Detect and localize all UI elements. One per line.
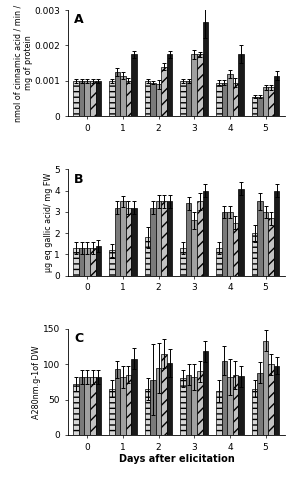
Bar [222,212,227,276]
Bar [115,72,120,116]
Bar [257,372,263,435]
Y-axis label: μg eq gallic acid/ mg FW: μg eq gallic acid/ mg FW [44,173,53,272]
Bar [90,81,96,116]
Bar [233,82,238,116]
Bar [109,81,115,116]
Bar [74,248,79,276]
Bar [274,190,279,276]
Bar [131,208,137,276]
Bar [145,238,150,276]
Bar [145,389,150,435]
Bar [227,74,233,116]
Bar [216,82,222,116]
Bar [79,81,84,116]
Bar [167,201,172,276]
Bar [90,377,96,435]
Bar [126,81,131,116]
Bar [126,375,131,435]
X-axis label: Days after elicitation: Days after elicitation [118,454,234,464]
Bar [186,204,191,276]
Bar [238,54,244,116]
Bar [274,366,279,435]
Bar [203,352,208,435]
Bar [268,364,274,435]
Bar [109,250,115,276]
Bar [156,368,161,435]
Y-axis label: A280nm.g-1of DW: A280nm.g-1of DW [32,345,41,418]
Bar [257,201,263,276]
Bar [197,371,203,435]
Bar [109,389,115,435]
Bar [161,201,167,276]
Text: A: A [74,13,84,26]
Bar [84,377,90,435]
Bar [252,389,257,435]
Bar [227,212,233,276]
Bar [120,76,126,116]
Bar [181,81,186,116]
Bar [181,248,186,276]
Bar [181,378,186,435]
Bar [252,233,257,276]
Bar [120,377,126,435]
Bar [167,54,172,116]
Bar [263,212,268,276]
Bar [203,190,208,276]
Bar [74,81,79,116]
Bar [96,81,101,116]
Bar [186,375,191,435]
Bar [216,391,222,435]
Bar [115,208,120,276]
Bar [257,97,263,116]
Bar [84,81,90,116]
Bar [96,377,101,435]
Bar [233,222,238,276]
Bar [120,201,126,276]
Bar [252,97,257,116]
Bar [222,360,227,435]
Bar [203,22,208,116]
Bar [161,354,167,435]
Text: C: C [74,332,83,345]
Bar [263,341,268,435]
Bar [191,54,197,116]
Bar [197,54,203,116]
Bar [131,54,137,116]
Text: B: B [74,172,84,186]
Bar [150,380,156,435]
Bar [74,384,79,435]
Bar [167,363,172,435]
Bar [197,201,203,276]
Bar [90,248,96,276]
Bar [222,82,227,116]
Bar [84,248,90,276]
Bar [126,208,131,276]
Bar [186,81,191,116]
Bar [191,377,197,435]
Bar [96,246,101,276]
Bar [156,84,161,116]
Bar [216,248,222,276]
Bar [115,369,120,435]
Bar [145,81,150,116]
Bar [263,87,268,116]
Bar [268,218,274,276]
Bar [156,201,161,276]
Y-axis label: nmol of cinnamic acid / min /
mg of protein: nmol of cinnamic acid / min / mg of prot… [13,4,33,122]
Bar [150,208,156,276]
Bar [79,248,84,276]
Bar [161,66,167,116]
Bar [233,375,238,435]
Bar [238,188,244,276]
Bar [268,87,274,116]
Bar [227,377,233,435]
Bar [150,82,156,116]
Bar [79,377,84,435]
Bar [191,220,197,276]
Bar [274,76,279,116]
Bar [131,358,137,435]
Bar [238,376,244,435]
